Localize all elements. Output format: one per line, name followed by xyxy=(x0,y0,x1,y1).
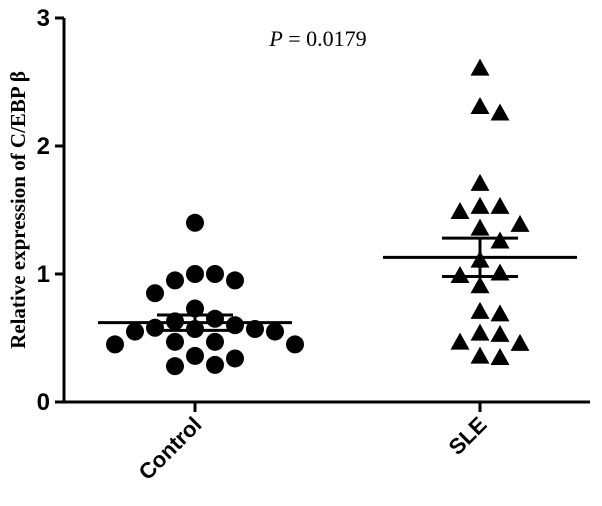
sle-point xyxy=(490,324,510,342)
control-point xyxy=(186,346,204,365)
sle-point xyxy=(470,218,490,236)
sle-point xyxy=(450,266,470,284)
sle-point xyxy=(490,347,510,365)
control-point xyxy=(206,355,224,374)
p-value-text: = 0.0179 xyxy=(283,26,367,51)
x-category-label: Control xyxy=(134,412,207,485)
control-point xyxy=(186,213,204,232)
control-point xyxy=(106,335,124,354)
y-axis-label: Relative expression of C/EBP β xyxy=(6,71,30,349)
y-tick-label: 3 xyxy=(37,5,50,32)
control-point xyxy=(166,332,184,351)
control-point xyxy=(266,322,284,341)
data-marks xyxy=(98,58,577,376)
control-point xyxy=(206,332,224,351)
sle-point xyxy=(490,103,510,121)
control-point xyxy=(146,284,164,303)
control-point xyxy=(186,299,204,318)
sle-point xyxy=(450,202,470,220)
sle-point xyxy=(510,214,530,232)
p-value-italic: P xyxy=(268,26,282,51)
control-point xyxy=(286,335,304,354)
control-point xyxy=(226,349,244,368)
sle-point xyxy=(470,301,490,319)
control-point xyxy=(246,320,264,339)
sle-point xyxy=(470,58,490,76)
sle-point xyxy=(470,346,490,364)
sle-point xyxy=(470,276,490,294)
control-point xyxy=(206,265,224,283)
sle-point xyxy=(470,196,490,214)
p-value-annotation: P = 0.0179 xyxy=(268,26,366,51)
sle-point xyxy=(470,173,490,191)
control-point xyxy=(206,309,224,328)
control-point xyxy=(226,271,244,290)
x-category-label: SLE xyxy=(444,412,492,460)
sle-point xyxy=(490,304,510,322)
control-point xyxy=(186,265,204,283)
y-tick-label: 1 xyxy=(37,261,50,288)
sle-point xyxy=(470,323,490,341)
control-point xyxy=(126,322,144,341)
sle-point xyxy=(470,97,490,115)
control-point xyxy=(166,357,184,376)
sle-point xyxy=(490,196,510,214)
sle-point xyxy=(510,333,530,351)
control-point xyxy=(166,271,184,290)
sle-point xyxy=(450,332,470,350)
sle-point xyxy=(490,231,510,249)
y-tick-label: 0 xyxy=(37,389,50,416)
y-tick-label: 2 xyxy=(37,133,50,160)
